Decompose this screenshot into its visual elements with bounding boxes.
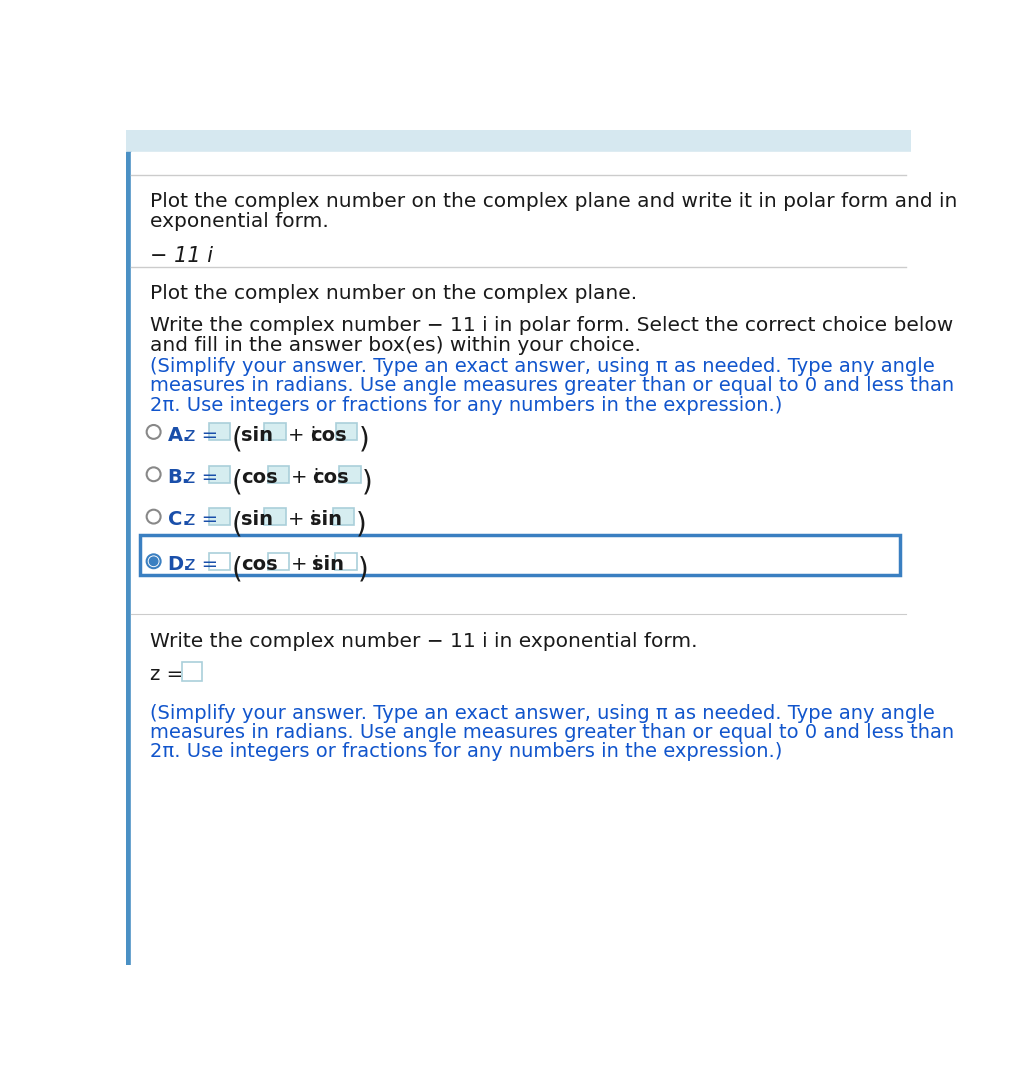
Text: (: ( <box>232 468 243 496</box>
Bar <box>181 662 201 681</box>
Bar <box>264 508 286 525</box>
Text: z =: z = <box>185 468 218 487</box>
Text: cos: cos <box>241 468 278 487</box>
Bar <box>126 153 131 965</box>
Bar <box>335 553 356 570</box>
Text: z =: z = <box>185 555 218 575</box>
Bar <box>267 553 289 570</box>
Text: Plot the complex number on the complex plane and write it in polar form and in: Plot the complex number on the complex p… <box>150 192 956 210</box>
Text: B.: B. <box>168 468 189 487</box>
Text: (: ( <box>232 555 243 583</box>
Text: cos: cos <box>241 555 278 575</box>
Text: Write the complex number − 11 i in polar form. Select the correct choice below: Write the complex number − 11 i in polar… <box>150 317 952 335</box>
Text: Write the complex number − 11 i in exponential form.: Write the complex number − 11 i in expon… <box>150 632 697 651</box>
Text: ): ) <box>358 555 369 583</box>
Text: sin: sin <box>309 511 342 529</box>
Text: (Simplify your answer. Type an exact answer, using π as needed. Type any angle: (Simplify your answer. Type an exact ans… <box>150 704 933 723</box>
Text: sin: sin <box>241 426 273 444</box>
Text: z =: z = <box>150 666 183 684</box>
Text: + i: + i <box>290 555 318 575</box>
Text: and fill in the answer box(es) within your choice.: and fill in the answer box(es) within yo… <box>150 336 640 356</box>
Bar <box>333 508 354 525</box>
Text: exponential form.: exponential form. <box>150 212 329 232</box>
Text: cos: cos <box>312 468 349 487</box>
Bar <box>339 466 360 482</box>
Text: sin: sin <box>312 555 344 575</box>
Text: measures in radians. Use angle measures greater than or equal to 0 and less than: measures in radians. Use angle measures … <box>150 376 953 396</box>
Text: (Simplify your answer. Type an exact answer, using π as needed. Type any angle: (Simplify your answer. Type an exact ans… <box>150 358 933 376</box>
Text: 2π. Use integers or fractions for any numbers in the expression.): 2π. Use integers or fractions for any nu… <box>150 396 782 415</box>
Bar <box>208 466 231 482</box>
Bar <box>208 508 231 525</box>
Text: − 11 i: − 11 i <box>150 246 212 266</box>
Text: ): ) <box>359 426 369 454</box>
Text: + i: + i <box>290 468 318 487</box>
Text: sin: sin <box>241 511 273 529</box>
Text: C.: C. <box>168 511 189 529</box>
Text: + i: + i <box>287 511 315 529</box>
Circle shape <box>150 557 158 566</box>
Bar <box>208 553 231 570</box>
Text: 2π. Use integers or fractions for any numbers in the expression.): 2π. Use integers or fractions for any nu… <box>150 743 782 761</box>
Text: ): ) <box>362 468 372 496</box>
Bar <box>126 129 910 153</box>
Bar <box>208 424 231 440</box>
Text: measures in radians. Use angle measures greater than or equal to 0 and less than: measures in radians. Use angle measures … <box>150 723 953 741</box>
Text: A.: A. <box>168 426 190 444</box>
Bar <box>267 466 289 482</box>
Text: (: ( <box>232 426 243 454</box>
Text: cos: cos <box>309 426 347 444</box>
Text: (: ( <box>232 511 243 539</box>
Bar <box>264 424 286 440</box>
Bar <box>336 424 357 440</box>
Text: z =: z = <box>185 511 218 529</box>
Text: + i: + i <box>287 426 315 444</box>
Bar <box>141 535 899 576</box>
Text: ): ) <box>356 511 366 539</box>
Text: Plot the complex number on the complex plane.: Plot the complex number on the complex p… <box>150 284 636 304</box>
Text: D.: D. <box>168 555 191 575</box>
Text: z =: z = <box>185 426 218 444</box>
